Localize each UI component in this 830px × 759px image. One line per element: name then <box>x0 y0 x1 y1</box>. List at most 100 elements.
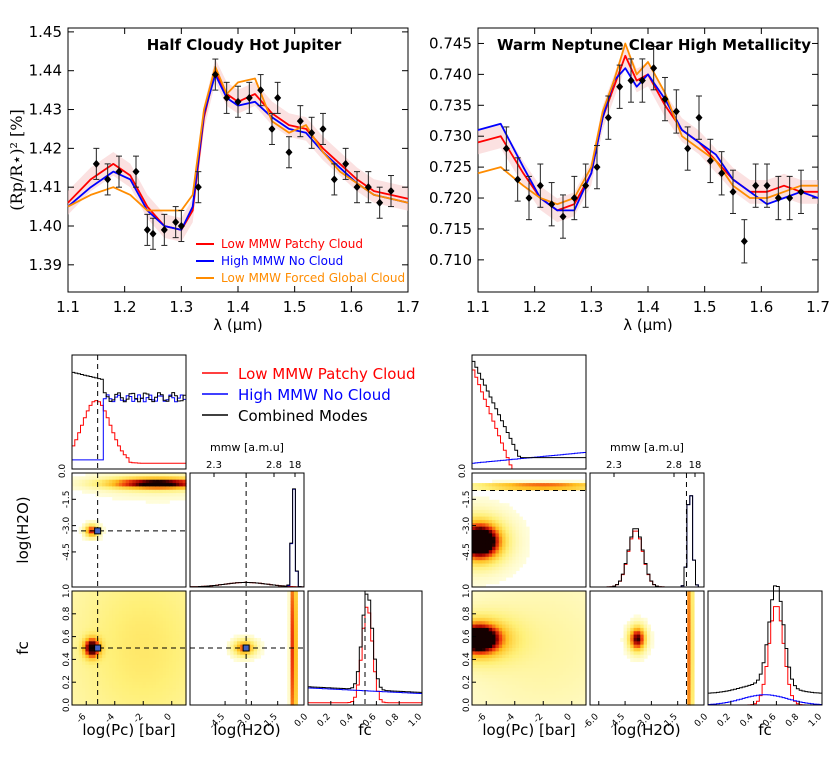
heatmap-cell <box>492 637 497 642</box>
heatmap-cell <box>505 563 510 568</box>
heatmap-cell <box>492 503 497 508</box>
heatmap-cell <box>545 661 550 666</box>
heatmap-cell <box>169 597 174 602</box>
heatmap-cell <box>132 601 137 606</box>
y-axis-label: log(H2O) <box>14 496 32 563</box>
heatmap-cell <box>630 627 635 632</box>
heatmap-cell <box>236 644 241 649</box>
y-tick-label: 0.0 <box>62 698 72 713</box>
heatmap-cell <box>515 486 520 491</box>
heatmap-cell <box>92 694 97 699</box>
heatmap-cell <box>472 594 476 599</box>
heatmap-cell <box>142 627 147 632</box>
heatmap-cell <box>152 607 157 612</box>
heatmap-cell <box>182 489 187 494</box>
heatmap-cell <box>105 473 110 477</box>
heatmap-cell <box>102 611 107 616</box>
heatmap-cell <box>98 698 103 703</box>
heatmap-cell <box>182 654 187 659</box>
heatmap-cell <box>149 681 154 686</box>
heatmap-cell <box>108 671 113 676</box>
heatmap-cell <box>495 601 500 606</box>
heatmap-cell <box>293 644 298 649</box>
heatmap-cell <box>75 681 80 686</box>
heatmap-cell <box>522 611 527 616</box>
heatmap-cell <box>532 594 537 599</box>
heatmap-cell <box>92 668 97 673</box>
heatmap-cell <box>159 684 164 689</box>
heatmap-cell <box>502 503 507 508</box>
heatmap-cell <box>515 546 520 551</box>
heatmap-cell <box>495 530 500 534</box>
heatmap-cell <box>125 604 130 609</box>
heatmap-cell <box>118 489 123 494</box>
heatmap-cell <box>75 691 80 696</box>
heatmap-cell <box>159 648 164 652</box>
heatmap-cell <box>542 671 547 676</box>
data-point <box>308 128 316 137</box>
heatmap-cell <box>175 681 180 686</box>
heatmap-cell <box>472 668 476 673</box>
histogram-000000 <box>190 488 304 588</box>
heatmap-cell <box>492 678 497 683</box>
truth-marker <box>242 644 250 652</box>
heatmap-cell <box>475 604 480 609</box>
heatmap-cell <box>92 611 97 616</box>
heatmap-cell <box>515 591 520 595</box>
heatmap-cell <box>502 671 507 676</box>
heatmap-cell <box>492 499 497 504</box>
heatmap-cell <box>508 486 513 491</box>
heatmap-cell <box>508 604 513 609</box>
heatmap-cell <box>515 566 520 571</box>
heatmap-cell <box>152 617 157 622</box>
heatmap-cell <box>518 658 523 663</box>
heatmap-cell <box>690 678 695 683</box>
heatmap-cell <box>565 678 570 683</box>
heatmap-cell <box>145 664 150 669</box>
heatmap-cell <box>485 681 490 686</box>
heatmap-cell <box>72 691 76 696</box>
heatmap-cell <box>165 631 170 636</box>
heatmap-cell <box>690 644 695 649</box>
heatmap-cell <box>569 621 574 626</box>
heatmap-cell <box>472 486 476 491</box>
heatmap-cell <box>159 483 164 488</box>
heatmap-cell <box>555 698 560 703</box>
heatmap-cell <box>582 597 587 602</box>
heatmap-cell <box>482 576 487 581</box>
heatmap-cell <box>475 594 480 599</box>
heatmap-cell <box>505 631 510 636</box>
heatmap-cell <box>485 533 490 538</box>
heatmap-cell <box>72 701 76 706</box>
heatmap-cell <box>498 570 503 575</box>
data-point <box>763 181 771 190</box>
heatmap-cell <box>488 621 493 626</box>
heatmap-cell <box>118 634 123 639</box>
heatmap-cell <box>102 634 107 639</box>
heatmap-cell <box>115 621 120 626</box>
heatmap-cell <box>542 479 547 484</box>
heatmap-cell <box>162 641 167 646</box>
heatmap-cell <box>92 674 97 679</box>
heatmap-cell <box>482 499 487 504</box>
heatmap-cell <box>175 671 180 676</box>
heatmap-cell <box>95 479 100 484</box>
heatmap-cell <box>495 523 500 528</box>
data-point <box>353 183 361 192</box>
heatmap-cell <box>88 604 93 609</box>
heatmap-cell <box>515 550 520 555</box>
heatmap-cell <box>559 681 564 686</box>
heatmap-cell <box>159 658 164 663</box>
heatmap-cell <box>545 627 550 632</box>
heatmap-cell <box>102 476 107 481</box>
heatmap-cell <box>522 486 527 491</box>
heatmap-cell <box>105 597 110 602</box>
heatmap-cell <box>152 637 157 642</box>
heatmap-cell <box>532 637 537 642</box>
heatmap-cell <box>495 573 500 578</box>
heatmap-cell <box>495 483 500 488</box>
heatmap-cell <box>559 597 564 602</box>
heatmap-cell <box>75 594 80 599</box>
heatmap-cell <box>559 678 564 683</box>
heatmap-cell <box>539 684 544 689</box>
